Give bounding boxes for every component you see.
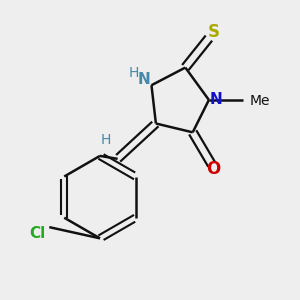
Text: N: N bbox=[210, 92, 223, 107]
Text: S: S bbox=[207, 23, 219, 41]
Text: N: N bbox=[138, 72, 151, 87]
Text: Cl: Cl bbox=[29, 226, 46, 241]
Text: Me: Me bbox=[250, 94, 271, 107]
Text: H: H bbox=[100, 133, 111, 147]
Text: O: O bbox=[206, 160, 220, 178]
Text: H: H bbox=[129, 66, 139, 80]
